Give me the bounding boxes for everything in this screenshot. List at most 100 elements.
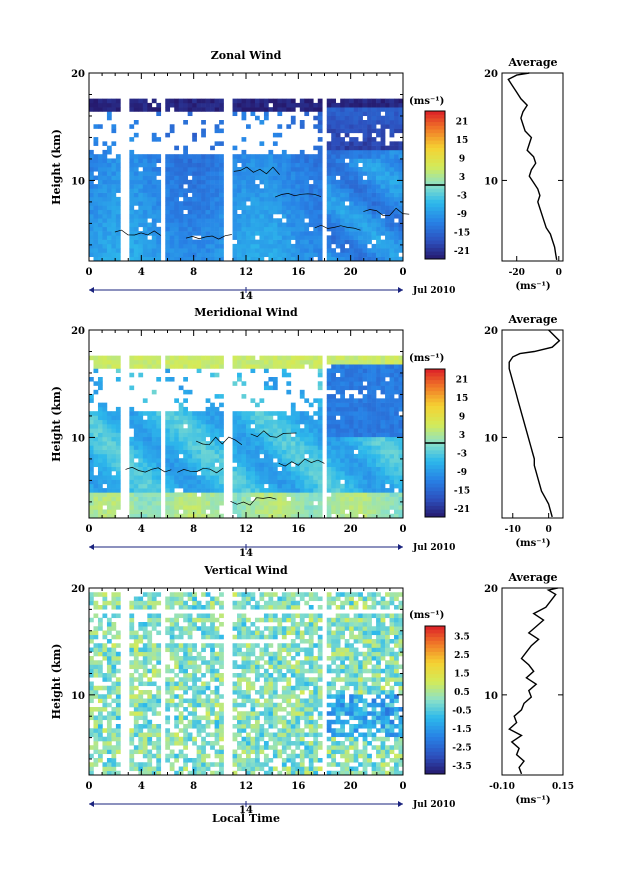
heatmap-cell [201,656,206,661]
heatmap-cell [196,728,202,733]
colorbar-band [425,391,445,396]
heatmap-cell [232,184,238,189]
heatmap-cell [156,107,162,112]
heatmap-cell [210,209,215,215]
heatmap-cell [367,205,372,211]
heatmap-cell [210,402,215,408]
heatmap-cell [362,462,368,468]
heatmap-cell [259,102,265,108]
heatmap-cell [308,364,314,369]
heatmap-cell [111,681,117,687]
heatmap-cell [111,466,117,472]
heatmap-cell [385,372,390,378]
heatmap-cell [133,175,139,181]
heatmap-cell [142,762,148,767]
heatmap-cell [349,128,354,134]
heatmap-cell [385,513,390,519]
heatmap-cell [376,513,381,519]
heatmap-cell [196,368,202,374]
heatmap-cell [165,698,171,704]
heatmap-cell [286,500,292,506]
heatmap-cell [317,441,323,446]
heatmap-cell [156,509,162,515]
heatmap-cell [174,175,180,181]
heatmap-cell [106,766,112,772]
heatmap-cell [389,98,395,104]
heatmap-cell [259,466,265,472]
heatmap-cell [210,458,215,463]
heatmap-cell [106,492,112,497]
heatmap-cell [183,436,188,442]
heatmap-cell [102,179,108,185]
heatmap-cell [263,201,269,206]
heatmap-cell [250,492,256,497]
heatmap-cell [344,256,350,262]
heatmap-cell [317,171,323,176]
heatmap-cell [263,175,269,181]
heatmap-cell [111,196,117,202]
heatmap-cell [250,453,256,459]
heatmap-cell [205,359,211,365]
heatmap-cell [214,355,220,361]
colorbar-band [425,185,445,190]
heatmap-cell [192,492,197,497]
heatmap-cell [313,209,319,215]
heatmap-cell [111,98,117,104]
heatmap-cells [89,98,404,262]
heatmap-cell [353,149,359,155]
heatmap-cell [367,402,372,408]
heatmap-cell [169,681,175,687]
heatmap-cell [268,436,274,442]
heatmap-cell [398,256,404,262]
heatmap-cell [232,445,238,450]
heatmap-cell [272,364,278,369]
heatmap-cell [151,724,157,729]
heatmap-cell [151,592,157,597]
heatmap-cell [371,171,377,176]
heatmap-cell [344,248,350,253]
heatmap-cell [272,175,278,181]
heatmap-cell [371,226,377,232]
heatmap-cell [277,111,283,117]
heatmap-cell [138,626,144,631]
heatmap-cell [376,214,381,219]
heatmap-cell [133,643,139,648]
heatmap-cell [196,449,202,455]
heatmap-cell [389,445,395,450]
heatmap-cell [133,231,139,236]
heatmap-cell [290,509,296,515]
heatmap-cell [308,492,314,497]
heatmap-cell [241,424,247,429]
heatmap-cell [151,364,157,369]
heatmap-cell [174,681,180,687]
heatmap-cell [340,377,345,382]
heatmap-cell [178,445,184,450]
heatmap-cell [335,492,341,497]
heatmap-cell [97,226,103,232]
heatmap-cell [106,107,112,112]
heatmap-cell [340,111,345,117]
heatmap-cell [210,741,215,746]
heatmap-cell [317,483,323,489]
heatmap-cell [371,201,377,206]
heatmap-cell [201,128,206,134]
heatmap-cell [151,483,157,489]
heatmap-cell [115,656,121,661]
heatmap-cell [106,711,112,716]
heatmap-cell [89,231,94,236]
heatmap-cell [183,179,188,185]
heatmap-cell [398,424,404,429]
heatmap-cell [237,458,242,463]
heatmap-cell [331,368,337,374]
heatmap-cell [344,175,350,181]
heatmap-cell [205,248,211,253]
heatmap-cell [133,214,139,219]
heatmap-cell [367,415,372,421]
heatmap-cell [151,681,157,687]
heatmap-cell [97,167,103,172]
heatmap-cell [299,500,305,506]
heatmap-cell [174,660,180,665]
heatmap-cell [115,681,121,687]
heatmap-cell [196,231,202,236]
heatmap-cell [340,428,345,433]
